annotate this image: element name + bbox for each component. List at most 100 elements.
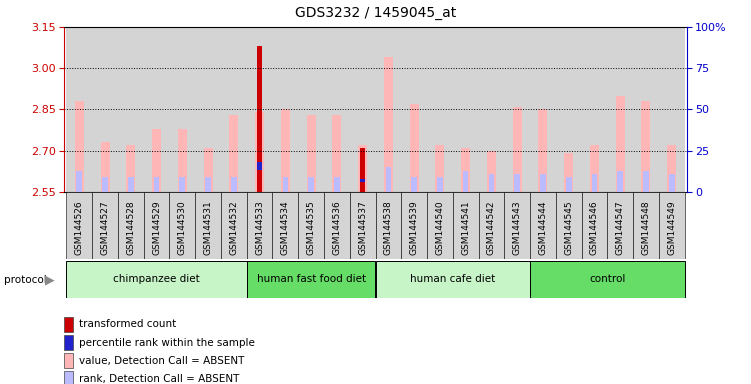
Text: GSM144530: GSM144530	[178, 200, 187, 255]
Text: GSM144540: GSM144540	[436, 200, 445, 255]
Bar	[258, 46, 262, 192]
Bar	[540, 174, 546, 192]
Text: GSM144528: GSM144528	[126, 200, 135, 255]
Bar	[608, 27, 633, 192]
Bar	[643, 170, 649, 192]
Bar	[427, 27, 453, 192]
Bar	[273, 27, 298, 192]
Bar	[195, 192, 221, 259]
Bar	[66, 192, 92, 259]
Bar	[504, 192, 530, 259]
Bar	[617, 170, 623, 192]
Bar	[255, 112, 264, 192]
Bar	[412, 177, 417, 192]
Text: GSM144544: GSM144544	[538, 200, 547, 255]
Bar	[118, 27, 143, 192]
Bar	[360, 174, 366, 192]
Bar	[556, 192, 581, 259]
Text: GSM144536: GSM144536	[333, 200, 342, 255]
Bar	[669, 174, 674, 192]
Bar	[566, 177, 572, 192]
Bar	[258, 162, 262, 170]
Bar	[247, 192, 273, 259]
Bar	[590, 145, 599, 192]
Bar	[170, 27, 195, 192]
Bar	[204, 148, 213, 192]
Bar	[641, 101, 650, 192]
Bar	[453, 192, 478, 259]
Bar	[221, 27, 247, 192]
Text: transformed count: transformed count	[79, 319, 176, 329]
Bar	[179, 177, 185, 192]
Bar	[257, 167, 262, 192]
Bar	[333, 115, 342, 192]
Bar	[178, 129, 187, 192]
Bar	[360, 179, 365, 182]
Bar	[126, 145, 135, 192]
Text: GSM144539: GSM144539	[409, 200, 418, 255]
Bar	[92, 192, 118, 259]
Bar	[513, 107, 522, 192]
Bar	[360, 148, 365, 192]
Text: GSM144542: GSM144542	[487, 200, 496, 255]
Bar	[384, 57, 393, 192]
Text: GSM144538: GSM144538	[384, 200, 393, 255]
Bar	[281, 109, 290, 192]
Text: GSM144547: GSM144547	[616, 200, 625, 255]
Bar	[659, 27, 685, 192]
Bar	[143, 27, 170, 192]
Bar	[504, 27, 530, 192]
Bar	[247, 261, 376, 298]
Bar	[453, 27, 478, 192]
Bar	[436, 145, 445, 192]
Text: GSM144543: GSM144543	[513, 200, 522, 255]
Bar	[385, 167, 391, 192]
Bar	[409, 104, 418, 192]
Bar	[487, 151, 496, 192]
Bar	[376, 27, 401, 192]
Bar	[581, 192, 608, 259]
Text: GSM144546: GSM144546	[590, 200, 599, 255]
Bar	[306, 115, 315, 192]
Bar	[376, 192, 401, 259]
Bar	[608, 192, 633, 259]
Bar	[427, 192, 453, 259]
Bar	[195, 27, 221, 192]
Bar	[556, 27, 581, 192]
Text: GSM144532: GSM144532	[229, 200, 238, 255]
Bar	[231, 177, 237, 192]
Text: GSM144526: GSM144526	[75, 200, 84, 255]
Bar	[401, 27, 427, 192]
Bar	[102, 177, 108, 192]
Text: chimpanzee diet: chimpanzee diet	[113, 274, 200, 285]
Text: GSM144529: GSM144529	[152, 200, 161, 255]
Bar	[334, 177, 339, 192]
Bar	[75, 101, 84, 192]
Bar	[564, 154, 573, 192]
Bar	[489, 174, 494, 192]
Text: GSM144545: GSM144545	[564, 200, 573, 255]
Bar	[616, 96, 625, 192]
Text: percentile rank within the sample: percentile rank within the sample	[79, 338, 255, 348]
Bar	[324, 192, 350, 259]
Bar	[66, 261, 247, 298]
Text: GSM144534: GSM144534	[281, 200, 290, 255]
Bar	[101, 142, 110, 192]
Bar	[298, 27, 324, 192]
Bar	[205, 177, 211, 192]
Bar	[350, 27, 376, 192]
Text: value, Detection Call = ABSENT: value, Detection Call = ABSENT	[79, 356, 244, 366]
Bar	[282, 177, 288, 192]
Bar	[308, 177, 314, 192]
Bar	[633, 192, 659, 259]
Bar	[633, 27, 659, 192]
Bar	[273, 192, 298, 259]
Bar	[667, 145, 676, 192]
Text: human fast food diet: human fast food diet	[257, 274, 366, 285]
Text: GSM144549: GSM144549	[667, 200, 676, 255]
Bar	[461, 148, 470, 192]
Bar	[538, 109, 547, 192]
Text: GSM144537: GSM144537	[358, 200, 367, 255]
Bar	[350, 192, 376, 259]
Text: GSM144531: GSM144531	[204, 200, 213, 255]
